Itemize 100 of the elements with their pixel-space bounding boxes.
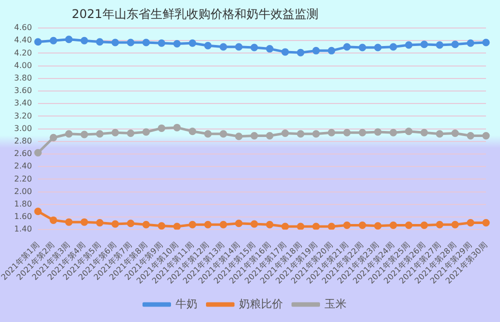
y-tick-label: 1.80: [14, 200, 32, 209]
y-tick-label: 3.60: [14, 86, 32, 96]
point: [420, 40, 428, 48]
point: [281, 129, 289, 137]
point: [328, 222, 336, 230]
y-tick-label: 4.20: [14, 48, 32, 58]
point: [173, 40, 181, 48]
point: [296, 48, 304, 56]
point: [235, 43, 243, 51]
y-tick-label: 1.40: [14, 224, 32, 234]
y-tick-label: 1.60: [14, 212, 32, 222]
point: [158, 222, 166, 230]
legend-label: 奶粮比价: [238, 297, 283, 310]
point: [358, 128, 366, 136]
point: [235, 132, 243, 140]
chart-title: 2021年山东省生鲜乳收购价格和奶牛效益监测: [70, 6, 320, 23]
point: [312, 222, 320, 230]
point: [50, 134, 58, 142]
point: [420, 128, 428, 136]
point: [466, 132, 474, 140]
point: [111, 220, 119, 228]
point: [436, 130, 444, 138]
point: [436, 220, 444, 228]
y-tick-label: 3.80: [14, 73, 32, 82]
y-tick-label: 4.60: [14, 23, 32, 32]
point: [482, 132, 490, 140]
point: [405, 128, 413, 136]
point: [96, 38, 104, 46]
point: [142, 38, 150, 46]
point: [466, 218, 474, 226]
point: [220, 43, 228, 51]
point: [328, 46, 336, 54]
point: [250, 132, 258, 140]
point: [96, 218, 104, 226]
point: [80, 218, 88, 226]
point: [111, 128, 119, 136]
y-tick-label: 2.60: [14, 149, 32, 158]
point: [482, 218, 490, 226]
point: [312, 46, 320, 54]
point: [266, 220, 274, 228]
point: [374, 222, 382, 230]
point: [126, 38, 134, 46]
y-tick-label: 4.00: [14, 60, 32, 70]
point: [126, 220, 134, 228]
point: [204, 42, 212, 50]
y-tick-label: 2.80: [14, 136, 32, 146]
point: [220, 130, 228, 138]
point: [358, 221, 366, 229]
point: [451, 129, 459, 137]
point: [126, 129, 134, 137]
point: [250, 220, 258, 228]
point: [80, 36, 88, 44]
point: [204, 220, 212, 228]
point: [188, 128, 196, 136]
point: [220, 220, 228, 228]
point: [50, 36, 58, 44]
point: [436, 41, 444, 49]
point: [266, 45, 274, 53]
point: [281, 48, 289, 56]
point: [34, 208, 42, 216]
point: [390, 221, 398, 229]
point: [50, 216, 58, 224]
point: [343, 221, 351, 229]
point: [142, 220, 150, 228]
point: [343, 128, 351, 136]
point: [111, 38, 119, 46]
y-tick-label: 3.40: [14, 98, 32, 108]
legend-label: 牛奶: [175, 297, 198, 310]
y-tick-label: 2.40: [14, 162, 32, 171]
legend-label: 玉米: [324, 297, 346, 310]
y-tick-label: 3.00: [14, 124, 32, 133]
point: [158, 39, 166, 47]
point: [281, 222, 289, 230]
point: [34, 149, 42, 157]
point: [358, 44, 366, 52]
point: [312, 130, 320, 138]
point: [204, 130, 212, 138]
point: [188, 220, 196, 228]
point: [390, 128, 398, 136]
point: [142, 128, 150, 136]
point: [96, 130, 104, 138]
point: [328, 128, 336, 136]
y-tick-label: 4.40: [14, 36, 32, 45]
point: [466, 39, 474, 47]
point: [343, 43, 351, 51]
point: [451, 40, 459, 48]
point: [80, 130, 88, 138]
point: [374, 128, 382, 136]
y-tick-label: 2.20: [14, 174, 32, 184]
point: [65, 36, 73, 44]
point: [65, 218, 73, 226]
point: [158, 124, 166, 132]
point: [173, 124, 181, 132]
point: [173, 222, 181, 230]
point: [482, 38, 490, 46]
y-tick-label: 3.20: [14, 111, 32, 120]
point: [451, 220, 459, 228]
point: [374, 44, 382, 52]
point: [188, 39, 196, 47]
point: [405, 221, 413, 229]
